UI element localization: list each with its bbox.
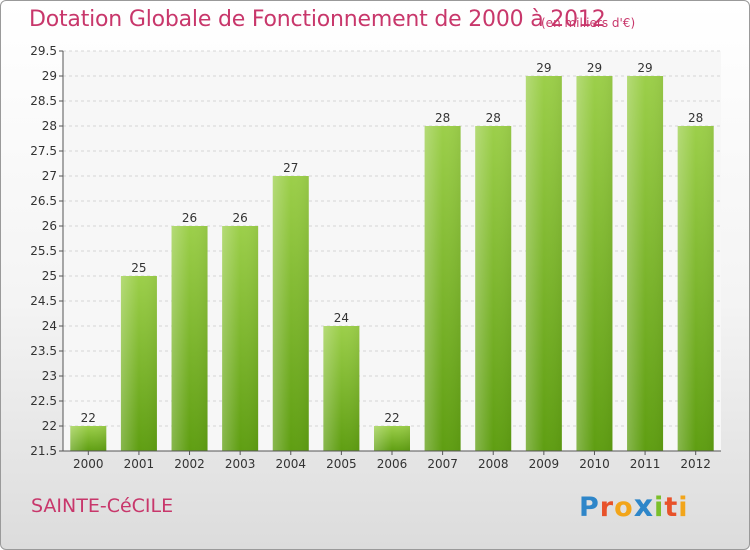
data-label-2001: 25 — [131, 261, 146, 275]
y-tick-label: 22 — [42, 419, 57, 433]
bar-shine-2010 — [576, 76, 613, 451]
x-tick-label-2008: 2008 — [478, 457, 509, 471]
x-tick-label-2011: 2011 — [630, 457, 661, 471]
bar-shine-2007 — [424, 126, 461, 451]
bar-shine-2011 — [627, 76, 664, 451]
bar-shine-2003 — [222, 226, 259, 451]
bar-shine-2009 — [525, 76, 562, 451]
data-label-2004: 27 — [283, 161, 298, 175]
y-tick-label: 21.5 — [30, 444, 57, 458]
bar-shine-2000 — [70, 426, 107, 451]
y-tick-label: 23.5 — [30, 344, 57, 358]
x-tick-label-2004: 2004 — [275, 457, 306, 471]
y-tick-label: 29.5 — [30, 44, 57, 58]
y-tick-label: 27.5 — [30, 144, 57, 158]
y-tick-label: 29 — [42, 69, 57, 83]
y-tick-label: 25 — [42, 269, 57, 283]
logo-letter: P — [579, 492, 600, 523]
logo-letter: x — [633, 489, 655, 524]
x-tick-label-2000: 2000 — [73, 457, 104, 471]
data-label-2009: 29 — [536, 61, 551, 75]
x-tick-label-2006: 2006 — [377, 457, 408, 471]
y-tick-label: 24 — [42, 319, 57, 333]
y-tick-label: 23 — [42, 369, 57, 383]
logo-letter: t — [664, 492, 679, 523]
x-tick-label-2001: 2001 — [124, 457, 155, 471]
y-tick-label: 24.5 — [30, 294, 57, 308]
data-label-2008: 28 — [486, 111, 501, 125]
x-tick-label-2005: 2005 — [326, 457, 357, 471]
data-label-2010: 29 — [587, 61, 602, 75]
y-tick-label: 26 — [42, 219, 57, 233]
bar-shine-2012 — [677, 126, 714, 451]
logo-letter: i — [654, 492, 665, 523]
data-label-2000: 22 — [81, 411, 96, 425]
x-tick-label-2009: 2009 — [529, 457, 560, 471]
chart-title: Dotation Globale de Fonctionnement de 20… — [29, 7, 606, 32]
x-tick-label-2007: 2007 — [427, 457, 458, 471]
x-tick-label-2012: 2012 — [680, 457, 711, 471]
data-label-2002: 26 — [182, 211, 197, 225]
x-tick-label-2003: 2003 — [225, 457, 256, 471]
bar-shine-2004 — [272, 176, 309, 451]
x-tick-label-2010: 2010 — [579, 457, 610, 471]
logo-letter: r — [599, 492, 615, 523]
bar-shine-2006 — [374, 426, 410, 451]
place-name: SAINTE-CéCILE — [31, 495, 174, 517]
logo-letter: o — [614, 492, 634, 523]
chart-subtitle: (en milliers d'€) — [541, 16, 636, 30]
y-tick-label: 28.5 — [30, 94, 57, 108]
y-tick-label: 28 — [42, 119, 57, 133]
bar-shine-2008 — [475, 126, 512, 451]
y-tick-label: 22.5 — [30, 394, 57, 408]
data-label-2012: 28 — [688, 111, 703, 125]
bar-shine-2005 — [323, 326, 360, 451]
data-label-2005: 24 — [334, 311, 349, 325]
bar-shine-2002 — [171, 226, 208, 451]
logo-letter: i — [678, 492, 689, 523]
data-label-2007: 28 — [435, 111, 450, 125]
data-label-2011: 29 — [637, 61, 652, 75]
data-label-2003: 26 — [233, 211, 248, 225]
bar-shine-2001 — [120, 276, 157, 451]
y-tick-label: 27 — [42, 169, 57, 183]
x-tick-label-2002: 2002 — [174, 457, 205, 471]
y-tick-label: 26.5 — [30, 194, 57, 208]
data-label-2006: 22 — [384, 411, 399, 425]
y-tick-label: 25.5 — [30, 244, 57, 258]
proxiti-logo: Proxiti — [579, 489, 689, 524]
